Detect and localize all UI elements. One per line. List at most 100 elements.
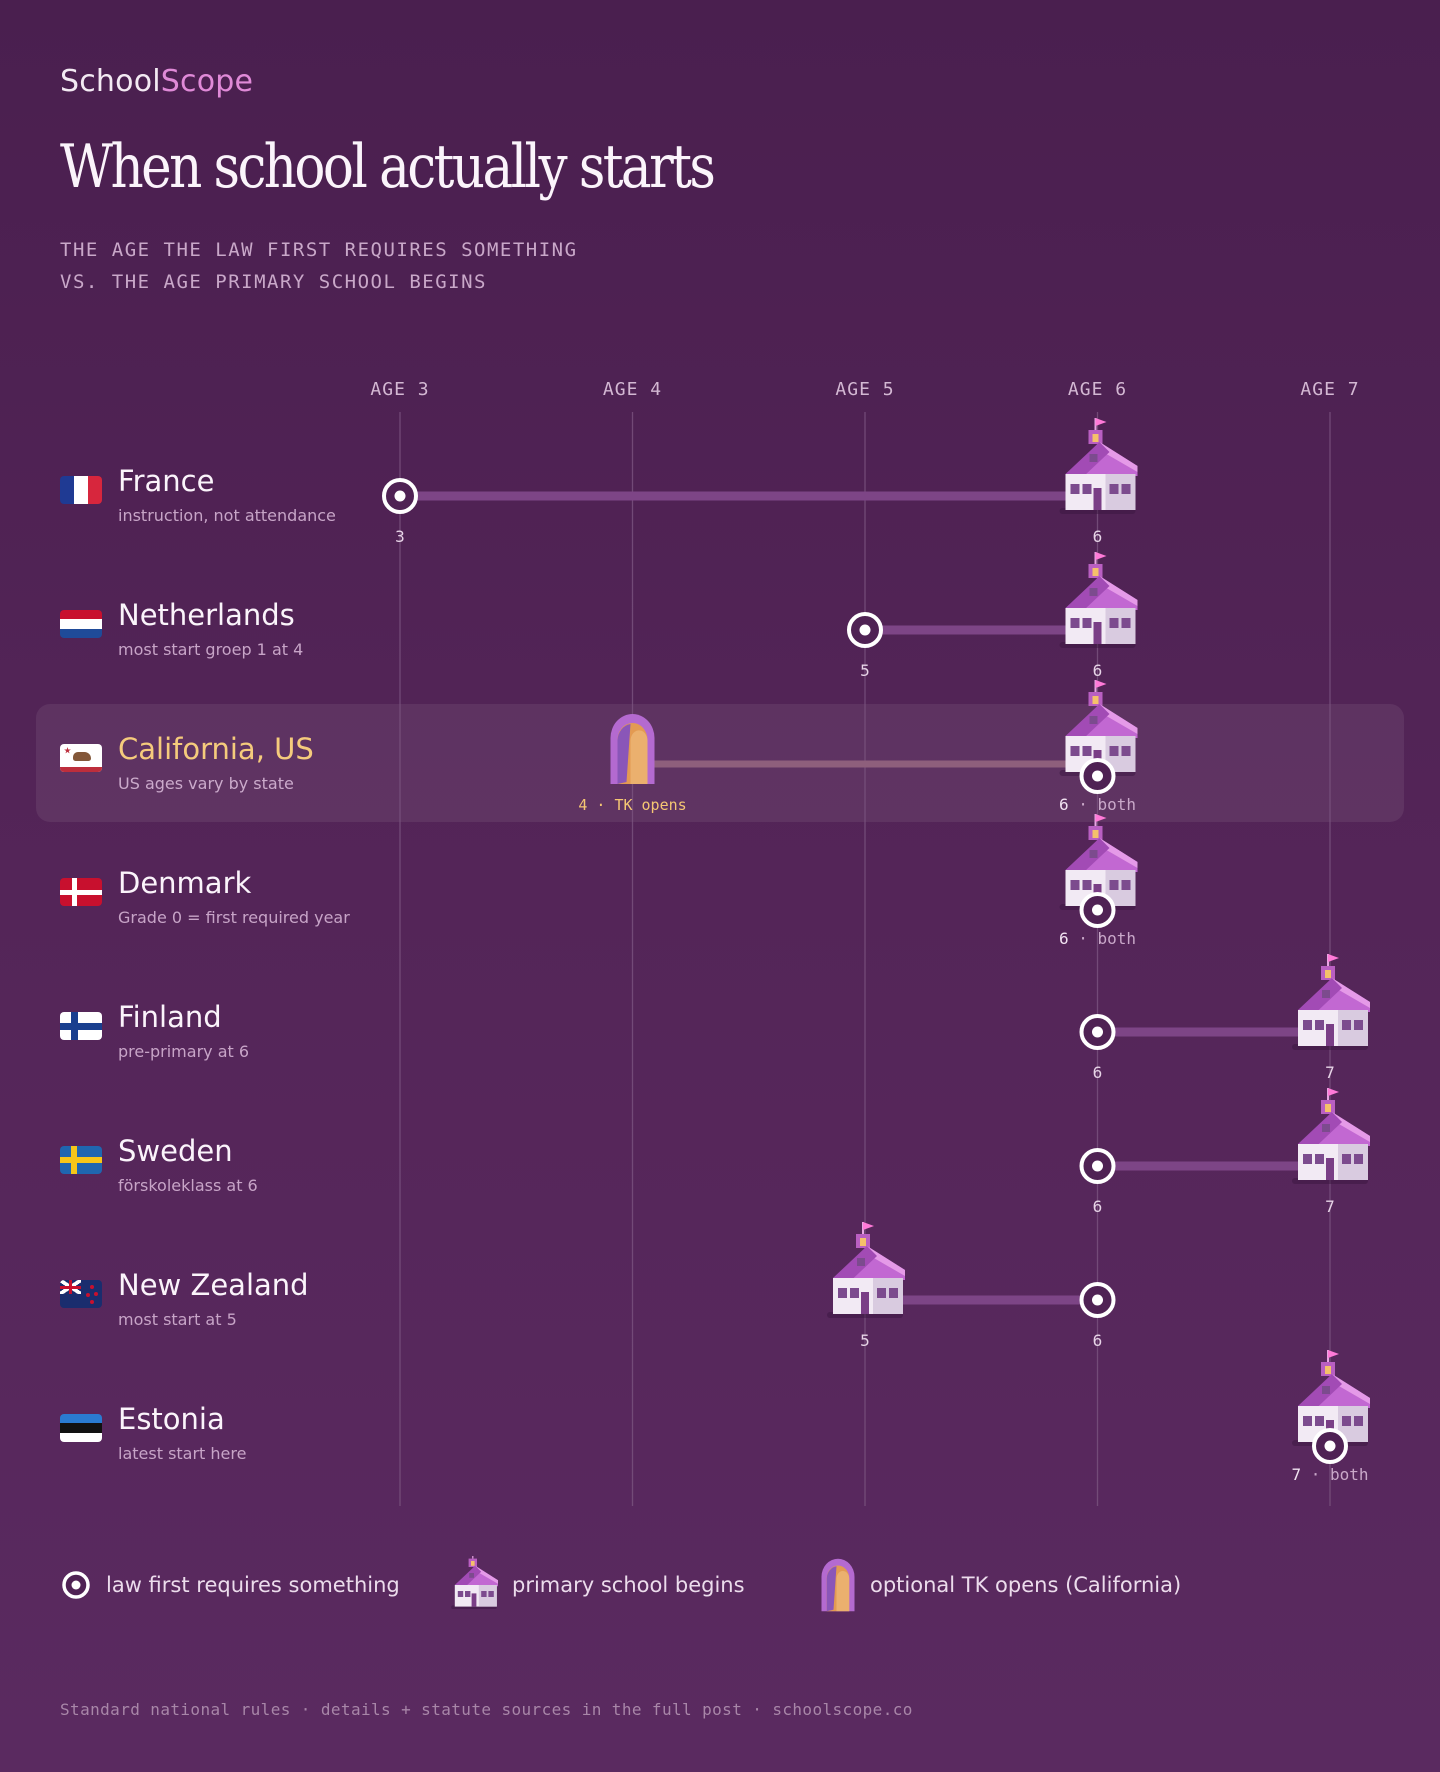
school-flag [1095,814,1107,822]
door-leaf [617,724,631,784]
subtitle-line-2: VS. THE AGE PRIMARY SCHOOL BEGINS [60,271,487,293]
legend-school-label: primary school begins [512,1573,745,1597]
legend-school: primary school begins [450,1550,745,1620]
both-label-sep: · [1069,929,1098,948]
door-light [630,730,648,784]
page-subtitle: THE AGE THE LAW FIRST REQUIRES SOMETHING… [60,234,578,298]
school-bell [1092,434,1099,442]
row-label-france: France instruction, not attendance [60,464,380,525]
new-zealand-flag-icon [60,1280,102,1308]
school-door [1326,1158,1334,1180]
subtitle-line-1: THE AGE THE LAW FIRST REQUIRES SOMETHING [60,239,578,261]
country-note: instruction, not attendance [118,506,336,525]
school-window [838,1288,847,1298]
footer-note: Standard national rules · details + stat… [60,1700,913,1719]
legend-tk-label: optional TK opens (California) [870,1573,1182,1597]
tk-label-text: TK opens [614,796,686,814]
tk-label-sep: · [587,796,614,814]
finland-flag-icon [60,1012,102,1040]
target-dot [1092,1294,1103,1306]
tk-label-num: 4 [578,796,587,814]
country-note: most start groep 1 at 4 [118,640,304,659]
both-label-sep: · [1069,795,1098,814]
country-note: US ages vary by state [118,774,294,793]
school-window [1342,1416,1351,1426]
school-wall-side [478,1585,497,1607]
school-window [1121,618,1131,628]
country-name: Finland [118,1000,222,1034]
school-window [1082,484,1092,494]
school-flag [1095,418,1107,426]
target-dot [1092,1026,1103,1038]
school-roof-highlight [1099,442,1138,472]
school-age-label: 6 [1093,661,1103,680]
axis-tick-label: AGE 5 [835,379,894,400]
school-door [1326,1024,1334,1046]
tk-label: 4 · TK opens [578,796,686,814]
school-window [1315,1154,1324,1164]
school-gable-window [857,1258,865,1266]
school-gable [833,1246,877,1288]
country-note: Grade 0 = first required year [118,908,350,927]
target-dot [1092,1160,1103,1172]
school-roof-highlight [1099,576,1138,606]
row-label-sweden: Sweden förskoleklass at 6 [60,1134,380,1195]
school-gable-window [1322,990,1330,998]
both-label-text: both [1098,929,1137,948]
target-dot [1092,770,1103,782]
school-window [1109,484,1119,494]
school-door [1093,488,1102,510]
brand-logo: SchoolScope [60,64,253,99]
school-gable-window [1089,454,1098,462]
school-icon [1292,954,1370,1050]
row-label-new-zealand: New Zealand most start at 5 [60,1268,380,1329]
target-dot [1092,904,1103,916]
school-gable [1065,704,1110,746]
school-window [1070,618,1080,628]
school-flag [1328,1350,1339,1358]
school-window [465,1591,471,1597]
school-window [1109,746,1119,756]
school-window [1342,1154,1351,1164]
target-marker [847,612,883,648]
school-icon [1059,418,1138,514]
school-window [1082,618,1092,628]
netherlands-flag-icon [60,610,102,638]
country-name: Estonia [118,1402,225,1436]
axis-tick-label: AGE 7 [1300,379,1359,400]
row-label-california-us: California, US US ages vary by state [60,732,380,793]
school-bell [1092,830,1099,838]
school-gable-window [1089,588,1098,596]
school-flag [863,1222,874,1230]
both-label-age: 7 [1291,1465,1301,1484]
sweden-flag-icon [60,1146,102,1174]
california-flag-icon [60,744,102,772]
school-bell [1325,1104,1331,1112]
school-gable [1065,576,1110,618]
country-name: California, US [118,732,314,766]
target-marker [1079,1148,1116,1184]
france-flag-icon [60,476,102,504]
school-roof-highlight [1099,838,1138,868]
school-age-label: 6 [1093,527,1103,546]
school-window [1121,484,1131,494]
school-gable-window [1322,1124,1330,1132]
both-label-sep: · [1301,1465,1330,1484]
country-note: förskoleklass at 6 [118,1176,258,1195]
school-window [1315,1416,1324,1426]
law-age-label: 6 [1093,1331,1103,1350]
row-label-finland: Finland pre-primary at 6 [60,1000,380,1061]
legend-law-label: law first requires something [106,1573,400,1597]
country-note: most start at 5 [118,1310,237,1329]
country-name: Sweden [118,1134,233,1168]
school-window [1303,1154,1312,1164]
door-leaf [826,1566,837,1612]
school-window [1070,484,1080,494]
country-note: pre-primary at 6 [118,1042,250,1061]
school-window [1109,880,1119,890]
school-door [471,1593,477,1607]
estonia-flag-icon [60,1414,102,1442]
school-gable [1298,1374,1342,1416]
axis-tick-label: AGE 6 [1068,379,1127,400]
both-label-age: 6 [1059,929,1069,948]
